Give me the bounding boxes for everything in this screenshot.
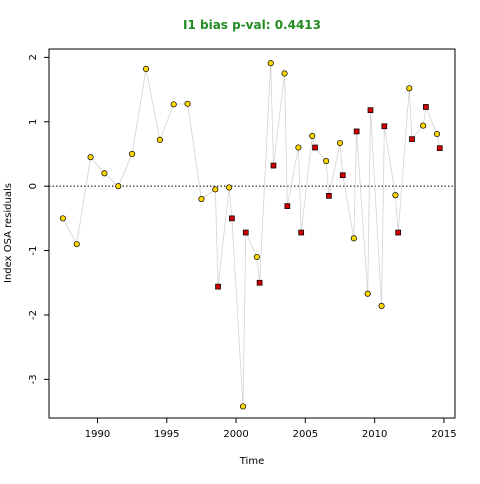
circle-point	[198, 195, 205, 203]
y-tick-label: 2	[28, 54, 39, 60]
y-tick-label: 1	[28, 119, 39, 125]
circle-point	[59, 215, 66, 222]
square-point	[215, 283, 221, 290]
circle-point	[267, 60, 274, 67]
y-tick-label: -2	[28, 310, 39, 320]
square-point	[312, 144, 318, 151]
circle-point	[184, 100, 191, 107]
x-tick-label: 2005	[293, 429, 318, 440]
circle-point	[129, 150, 136, 158]
circle-point	[364, 290, 371, 297]
circle-point	[73, 241, 80, 248]
square-point	[298, 229, 305, 236]
plot-frame	[48, 48, 456, 419]
circle-point	[350, 235, 357, 242]
y-tick-label: 0	[28, 183, 39, 189]
square-point	[229, 215, 235, 222]
circle-point	[156, 136, 163, 143]
circle-point	[87, 154, 94, 161]
square-point	[423, 104, 429, 110]
circle-point	[115, 183, 122, 190]
chart-title: I1 bias p-val: 0.4413	[183, 18, 321, 32]
circle-point	[281, 70, 288, 77]
square-point	[339, 172, 346, 179]
square-point	[242, 229, 249, 236]
circle-point	[336, 139, 344, 147]
square-point	[409, 136, 415, 143]
square-point	[395, 229, 402, 236]
circle-point	[433, 130, 441, 138]
square-point	[270, 162, 277, 169]
circle-point	[239, 403, 247, 410]
circle-point	[309, 132, 316, 139]
square-point	[326, 192, 332, 199]
x-tick-label: 2015	[431, 429, 456, 440]
square-point	[436, 145, 443, 152]
x-tick-label: 2010	[362, 429, 387, 440]
data-points	[59, 60, 443, 410]
square-point	[381, 123, 388, 130]
square-point	[284, 203, 291, 209]
square-point	[353, 128, 360, 135]
circle-point	[212, 186, 219, 193]
circle-point	[420, 122, 427, 129]
circle-point	[142, 65, 150, 73]
y-axis-title: Index OSA residuals	[3, 183, 14, 283]
x-tick-label: 1990	[85, 429, 110, 440]
circle-point	[406, 85, 413, 92]
x-axis-title: Time	[239, 456, 264, 467]
circle-point	[378, 302, 385, 309]
circle-point	[226, 184, 233, 191]
y-tick-label: -1	[28, 246, 39, 256]
circle-point	[323, 158, 330, 165]
circle-point	[253, 253, 260, 261]
circle-point	[392, 192, 399, 199]
x-tick-label: 2000	[223, 429, 248, 440]
y-tick-label: -3	[28, 374, 39, 384]
circle-point	[295, 144, 302, 151]
square-point	[367, 107, 374, 114]
x-tick-label: 1995	[154, 429, 179, 440]
square-point	[256, 279, 263, 286]
circle-point	[101, 170, 108, 177]
circle-point	[170, 101, 177, 108]
